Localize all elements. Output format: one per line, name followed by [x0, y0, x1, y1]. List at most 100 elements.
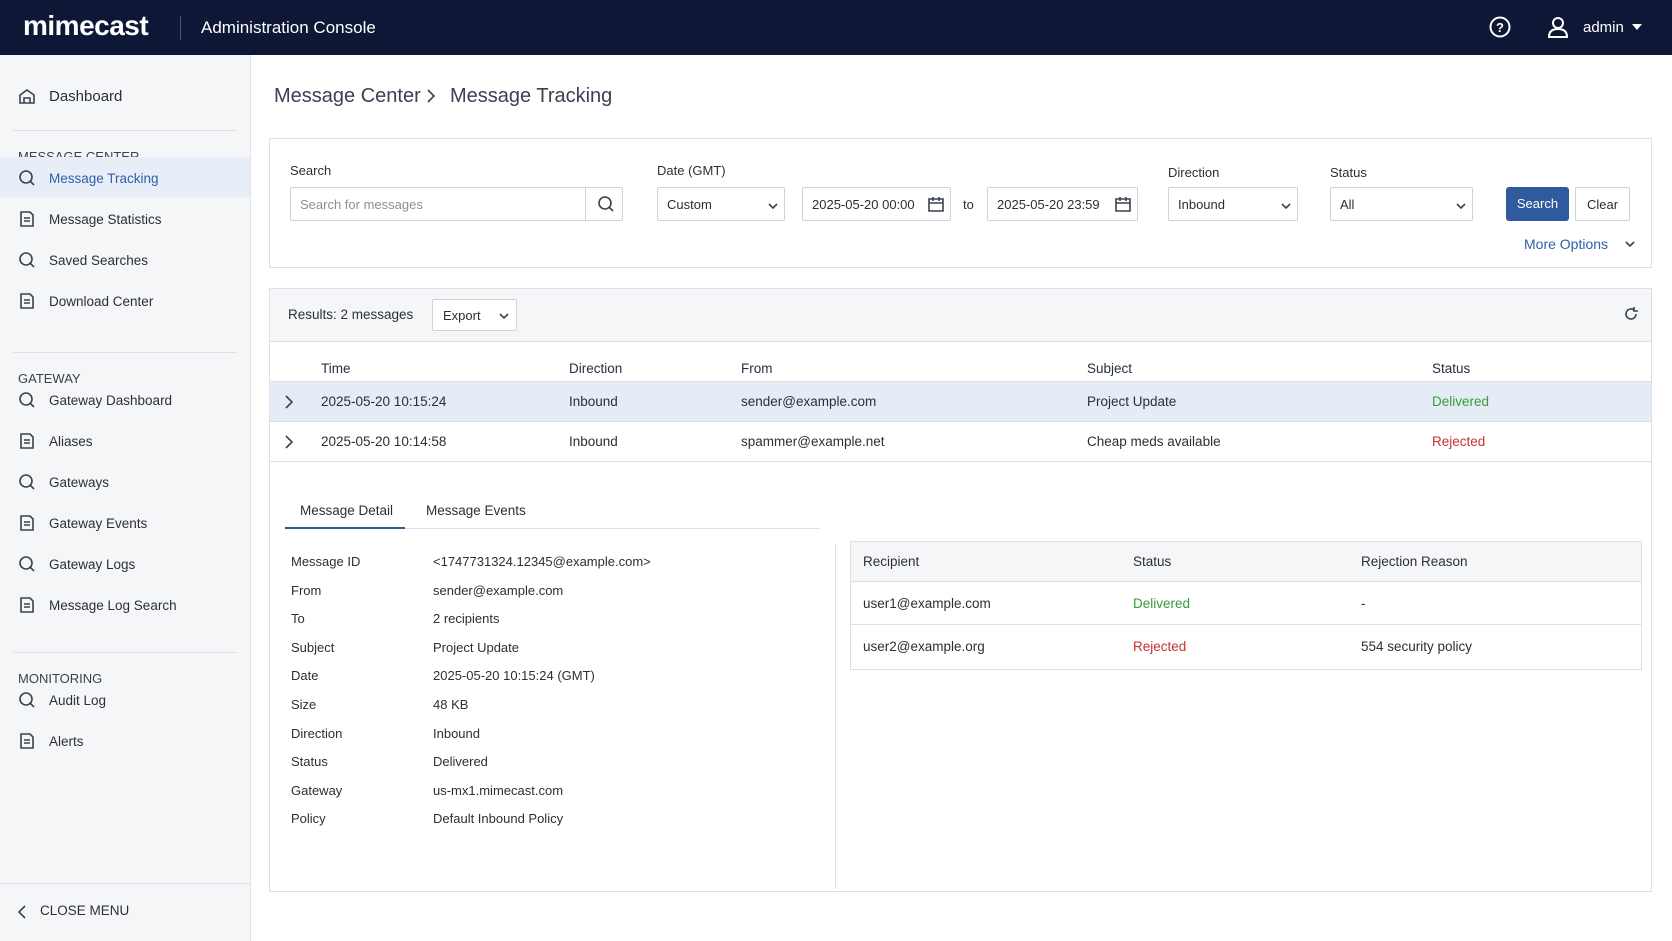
nav-item[interactable]: Message Statistics [49, 212, 162, 227]
field-label: Subject [291, 639, 335, 655]
icon [928, 197, 944, 212]
nav-item[interactable]: Audit Log [49, 693, 107, 708]
nav-item[interactable]: Gateway Dashboard [49, 393, 173, 408]
date-from[interactable]: 2025-05-20 00:00 [802, 187, 951, 221]
icon [1115, 197, 1131, 212]
divider [585, 188, 586, 220]
brand[interactable]: mimecast [23, 10, 149, 41]
field-value: Default Inbound Policy [433, 811, 564, 827]
search-button[interactable]: Search [1506, 187, 1569, 221]
column-header: Time [321, 361, 351, 376]
icon [20, 211, 34, 227]
cell: Inbound [569, 434, 618, 449]
label: to [963, 197, 974, 212]
label: Date (GMT) [657, 163, 726, 178]
export-select[interactable]: Export [432, 299, 517, 331]
clear-button[interactable]: Clear [1575, 187, 1630, 221]
column-header: Rejection Reason [1361, 554, 1468, 569]
cell: - [1361, 596, 1366, 611]
field-value: 2 recipients [433, 611, 500, 627]
divider [13, 652, 237, 653]
section-title: MONITORING [18, 671, 103, 686]
divider [835, 544, 836, 889]
column-header: Direction [569, 361, 623, 376]
date-range-select[interactable]: Custom [657, 187, 785, 221]
field-text: 2025-05-20 00:00 [812, 197, 915, 212]
divider [13, 130, 237, 131]
field-value: Inbound [433, 725, 480, 741]
field-text: Inbound [1178, 197, 1225, 212]
cell: 2025-05-20 10:15:24 [321, 394, 447, 409]
field-text: All [1340, 197, 1355, 212]
field-label: Direction [291, 725, 343, 741]
nav-item[interactable]: Gateways [49, 475, 110, 490]
field-value: sender@example.com [433, 582, 564, 598]
close-menu[interactable]: CLOSE MENU [40, 903, 130, 918]
field-text: 2025-05-20 23:59 [997, 197, 1100, 212]
section-title: GATEWAY [18, 371, 81, 386]
cell: Delivered [1133, 596, 1191, 611]
field-label: Policy [291, 811, 326, 827]
icon [427, 89, 436, 103]
help-icon[interactable]: ? [1489, 16, 1511, 38]
icon [19, 474, 35, 490]
column-header: From [741, 361, 773, 376]
nav-item[interactable]: Alerts [49, 734, 84, 749]
nav-item[interactable]: Gateway Events [49, 516, 148, 531]
nav-item[interactable]: Message Tracking [49, 171, 159, 186]
active-bg [0, 157, 250, 197]
label: Direction [1168, 165, 1220, 180]
field-label: Date [291, 668, 319, 684]
icon [1625, 307, 1638, 320]
label: Search [290, 163, 332, 178]
breadcrumb[interactable]: Message Center [274, 85, 421, 107]
nav-item[interactable]: Saved Searches [49, 253, 149, 268]
tab-underline [285, 527, 405, 529]
button-text: Clear [1586, 197, 1619, 212]
tab[interactable]: Message Detail [300, 503, 394, 518]
field-label: To [291, 611, 305, 627]
top-bar: mimecast Administration Console ? admin [0, 0, 1672, 55]
column-header: Recipient [863, 554, 920, 569]
table-row: user2@example.org Rejected 554 security po… [851, 625, 1641, 667]
icon [285, 395, 294, 409]
user-icon[interactable] [1547, 15, 1569, 39]
icon [20, 597, 34, 613]
column-header: Status [1432, 361, 1471, 376]
divider [13, 352, 237, 353]
cell: spammer@example.net [741, 434, 885, 449]
field-text: Search for messages [300, 197, 423, 212]
more-options[interactable]: More Options [1524, 236, 1609, 252]
nav-item[interactable]: Gateway Logs [49, 557, 136, 572]
icon [768, 203, 778, 210]
date-to[interactable]: 2025-05-20 23:59 [987, 187, 1138, 221]
divider [270, 381, 1651, 382]
field-value: 2025-05-20 10:15:24 (GMT) [433, 668, 595, 684]
field-text: Custom [667, 197, 712, 212]
icon [1625, 241, 1635, 248]
field-label: Message ID [291, 554, 361, 569]
field-label: From [291, 582, 322, 598]
tab[interactable]: Message Events [426, 503, 526, 518]
divider [0, 883, 250, 884]
cell: 554 security policy [1361, 639, 1473, 654]
nav-item[interactable]: Aliases [49, 434, 93, 449]
icon [19, 170, 35, 186]
field-label: Gateway [291, 782, 343, 798]
status-select[interactable]: All [1330, 187, 1473, 221]
results-panel: Results: 2 messages Export Time Direction Fr… [269, 288, 1652, 892]
nav-item[interactable]: Dashboard [49, 88, 123, 105]
cell: Delivered [1432, 394, 1490, 409]
nav-item[interactable]: Download Center [49, 294, 154, 309]
user-menu[interactable]: admin [1583, 19, 1624, 36]
svg-text:?: ? [1496, 20, 1504, 35]
cell: Project Update [1087, 394, 1177, 409]
cell: 2025-05-20 10:14:58 [321, 434, 447, 449]
cell: Cheap meds available [1087, 434, 1221, 449]
table-row[interactable]: 2025-05-20 10:15:24 Inbound sender@example… [270, 382, 1651, 422]
nav-item[interactable]: Message Log Search [49, 598, 177, 613]
direction-select[interactable]: Inbound [1168, 187, 1298, 221]
search-input[interactable]: Search for messages [290, 187, 623, 221]
table-row[interactable]: 2025-05-20 10:14:58 Inbound spammer@exampl… [270, 422, 1651, 462]
